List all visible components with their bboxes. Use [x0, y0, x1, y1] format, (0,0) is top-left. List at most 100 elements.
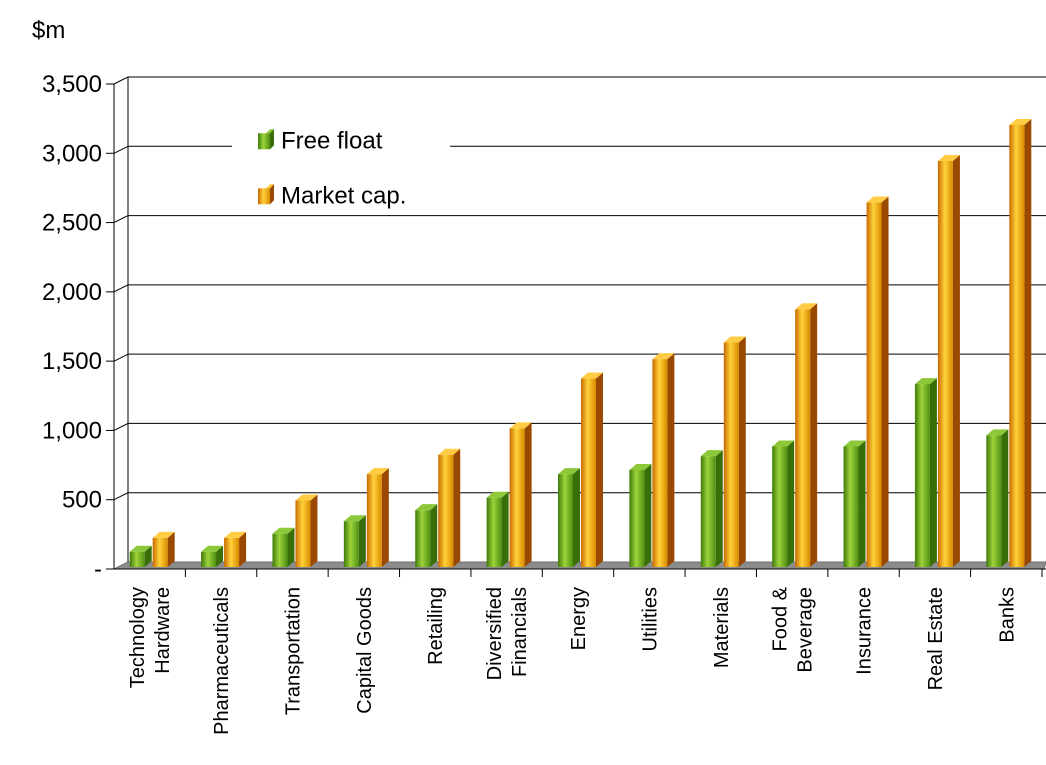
bar-front [366, 474, 382, 567]
bar-market-cap [1009, 118, 1032, 567]
bar-top [415, 504, 438, 511]
x-tick-label-line: Diversified [484, 587, 506, 680]
x-tick-label: Food & Beverage [770, 586, 817, 672]
bar-side [524, 422, 532, 567]
bar-top [629, 464, 652, 470]
gridline-depth [113, 76, 129, 85]
legend-swatch-top [266, 184, 274, 189]
bar-market-cap [937, 154, 960, 567]
x-tick-label-line: Materials [711, 587, 733, 668]
bar-front [295, 500, 311, 567]
y-tick-label: 2,000 [42, 279, 102, 306]
legend-swatch [258, 133, 270, 150]
x-tick-label-line: Technology [127, 587, 149, 688]
bar-free-float [415, 504, 438, 567]
bar-front [652, 359, 668, 567]
bar-side [667, 353, 675, 567]
legend-item: Market cap. [258, 182, 406, 209]
bar-side [858, 440, 866, 567]
bar-top [366, 468, 389, 475]
x-tick-label-line: Banks [996, 587, 1018, 643]
y-tick-label: - [94, 556, 102, 583]
bar-top [343, 515, 366, 522]
bar-top [986, 429, 1009, 436]
bar-front [795, 309, 811, 567]
bar-side [929, 378, 937, 567]
bar-market-cap [723, 336, 746, 567]
x-tick-label: Energy [568, 587, 590, 650]
bar-top [295, 494, 318, 501]
gridline-depth [113, 284, 129, 293]
axes [106, 77, 1046, 577]
x-tick-label: Insurance [854, 587, 876, 675]
bar-top [795, 303, 818, 310]
bar-front [986, 435, 1002, 567]
bar-top [129, 545, 152, 552]
bar-free-float [558, 468, 580, 567]
x-tick-label-line: Beverage [795, 587, 817, 673]
y-tick-label: 3,500 [42, 71, 102, 98]
x-tick-label-line: Capital Goods [354, 587, 376, 714]
bar-side [596, 372, 603, 567]
bar-side [453, 448, 461, 567]
gridline-depth [113, 422, 129, 431]
bar-free-float [772, 440, 795, 567]
bar-market-cap [295, 494, 318, 567]
x-tick-label-line: Pharmaceuticals [211, 587, 233, 735]
bar-side [239, 531, 247, 567]
bar-free-float [486, 491, 509, 567]
x-tick-label: Real Estate [925, 587, 947, 690]
bar-free-float [343, 515, 366, 567]
bar-top [723, 336, 746, 343]
bar-top [152, 531, 175, 538]
x-tick-label: Materials [711, 587, 733, 668]
x-tick-label-line: Retailing [425, 587, 447, 665]
bar-top [700, 450, 723, 457]
bar-front [700, 456, 716, 567]
bar-side [881, 196, 889, 568]
unit-label: $m [32, 17, 65, 44]
legend-swatch-top [266, 129, 274, 134]
bar-front [558, 474, 573, 567]
floor [113, 561, 1046, 570]
bar-market-cap [866, 196, 889, 568]
x-tick-label: Diversified Financials [484, 587, 531, 680]
bar-market-cap [438, 448, 461, 567]
bar-front [152, 537, 168, 567]
bar-side [715, 450, 723, 567]
bar-front [723, 342, 739, 567]
bar-side [573, 468, 580, 567]
bar-market-cap [795, 303, 818, 567]
y-tick-label: 1,000 [42, 417, 102, 444]
x-tick-label-line: Food & [770, 586, 792, 651]
x-tick-label-line: Insurance [854, 587, 876, 675]
bar-front [914, 384, 930, 567]
bar-free-float [843, 440, 866, 567]
bar-side [787, 440, 795, 567]
bar-side [287, 527, 295, 567]
x-tick-label-line: Real Estate [925, 587, 947, 690]
bar-top [914, 378, 937, 385]
bar-market-cap [366, 468, 389, 567]
legend-label: Market cap. [281, 182, 406, 209]
bar-top [558, 468, 580, 475]
bar-free-float [272, 527, 295, 567]
x-tick-label: Pharmaceuticals [211, 587, 233, 735]
bar-front [224, 537, 240, 567]
bar-top [224, 531, 247, 538]
bar-front [866, 202, 882, 568]
legend: Free float Market cap. [232, 116, 450, 209]
gridline-depth [113, 215, 129, 224]
legend-label: Free float [281, 127, 383, 154]
legend-swatch [258, 188, 270, 205]
bar-side [310, 494, 318, 567]
bar-free-float [986, 429, 1009, 567]
bar-side [644, 464, 652, 567]
bar-front [438, 454, 454, 567]
bar-front [201, 551, 217, 567]
legend-swatch-side [270, 129, 274, 150]
bar-free-float [914, 378, 937, 567]
bars [129, 118, 1032, 568]
bar-free-float [700, 450, 723, 567]
